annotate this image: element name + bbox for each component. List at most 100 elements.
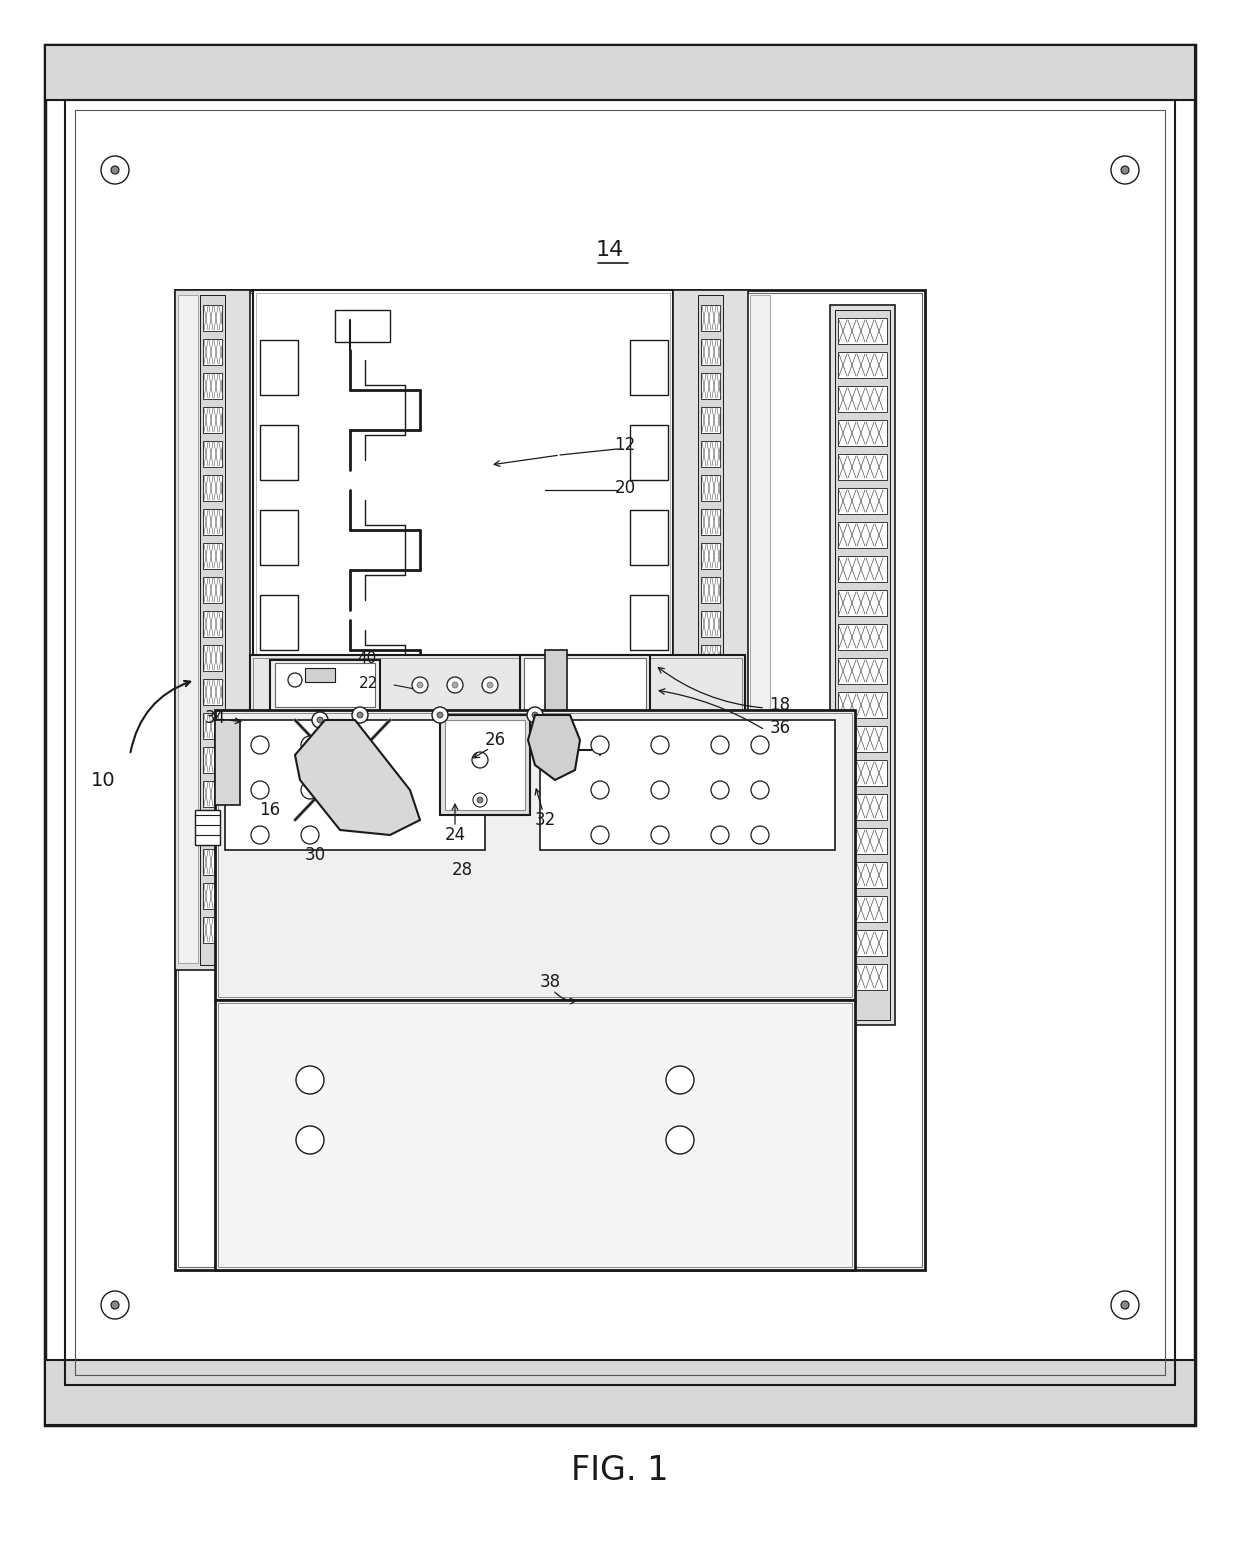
Bar <box>203 883 222 910</box>
Bar <box>203 815 222 841</box>
Bar <box>701 645 720 672</box>
Bar <box>539 720 835 851</box>
Bar <box>203 714 222 739</box>
Circle shape <box>532 712 538 718</box>
Text: 30: 30 <box>305 846 326 865</box>
Bar <box>203 407 222 432</box>
Text: 20: 20 <box>615 479 636 498</box>
Bar <box>45 45 1195 1424</box>
Circle shape <box>288 673 303 687</box>
Circle shape <box>317 717 322 723</box>
Bar <box>218 714 852 997</box>
Circle shape <box>446 676 463 694</box>
Bar <box>838 930 887 956</box>
Bar <box>215 1000 856 1270</box>
Text: 16: 16 <box>259 801 280 819</box>
Bar <box>195 810 219 844</box>
Bar <box>701 577 720 603</box>
Circle shape <box>112 166 119 174</box>
Bar <box>838 557 887 582</box>
Bar <box>203 543 222 569</box>
Bar <box>630 341 668 395</box>
Bar <box>701 883 720 910</box>
Bar <box>838 351 887 378</box>
Circle shape <box>250 781 269 799</box>
Bar <box>74 110 1166 1375</box>
Circle shape <box>472 793 487 807</box>
Bar <box>838 726 887 753</box>
Bar <box>224 720 485 851</box>
Bar <box>701 442 720 466</box>
Bar <box>203 680 222 704</box>
Bar <box>698 295 723 966</box>
Bar <box>838 964 887 991</box>
Bar <box>701 849 720 875</box>
Circle shape <box>296 1126 324 1154</box>
Bar <box>260 510 298 564</box>
Bar <box>520 655 650 725</box>
Bar <box>673 289 748 970</box>
Circle shape <box>548 739 562 753</box>
Bar <box>203 849 222 875</box>
Bar <box>175 289 925 1270</box>
Bar <box>203 373 222 400</box>
Polygon shape <box>528 715 580 781</box>
Bar <box>215 711 856 1000</box>
Bar <box>305 669 335 683</box>
Bar <box>838 488 887 515</box>
Text: 40: 40 <box>357 650 377 666</box>
Bar <box>260 680 298 736</box>
Bar <box>525 658 646 722</box>
Circle shape <box>357 712 363 718</box>
Bar <box>218 1003 852 1267</box>
Circle shape <box>453 683 458 687</box>
Bar <box>260 425 298 480</box>
Bar <box>701 373 720 400</box>
Circle shape <box>301 736 319 754</box>
Bar <box>701 746 720 773</box>
Bar <box>45 1361 1195 1424</box>
Bar <box>260 596 298 650</box>
Bar <box>630 510 668 564</box>
Bar <box>203 611 222 638</box>
Bar <box>203 442 222 466</box>
Circle shape <box>100 1291 129 1319</box>
Circle shape <box>552 742 558 748</box>
Circle shape <box>751 826 769 844</box>
Bar <box>630 596 668 650</box>
Bar <box>179 295 198 963</box>
Circle shape <box>301 826 319 844</box>
Bar <box>838 692 887 718</box>
Bar <box>175 289 250 970</box>
Circle shape <box>1111 156 1140 183</box>
Bar <box>335 309 391 342</box>
Text: 26: 26 <box>485 731 506 750</box>
Bar <box>203 917 222 942</box>
Bar <box>630 680 668 736</box>
Bar <box>701 680 720 704</box>
Bar <box>701 815 720 841</box>
Bar <box>203 339 222 365</box>
Bar <box>253 658 742 722</box>
Circle shape <box>591 826 609 844</box>
Polygon shape <box>295 720 420 835</box>
Bar <box>203 305 222 331</box>
Bar <box>275 662 374 708</box>
Circle shape <box>591 736 609 754</box>
Bar <box>838 624 887 650</box>
Circle shape <box>296 1067 324 1095</box>
Bar <box>440 715 529 815</box>
Bar <box>701 543 720 569</box>
Bar <box>260 341 298 395</box>
Circle shape <box>250 826 269 844</box>
Bar <box>445 720 525 810</box>
Bar <box>838 827 887 854</box>
Circle shape <box>472 753 489 768</box>
Circle shape <box>250 736 269 754</box>
Text: 24: 24 <box>444 826 465 844</box>
Bar <box>179 292 923 1267</box>
Bar <box>830 305 895 1025</box>
Bar <box>838 589 887 616</box>
Bar <box>835 309 890 1020</box>
Text: 22: 22 <box>358 675 378 690</box>
